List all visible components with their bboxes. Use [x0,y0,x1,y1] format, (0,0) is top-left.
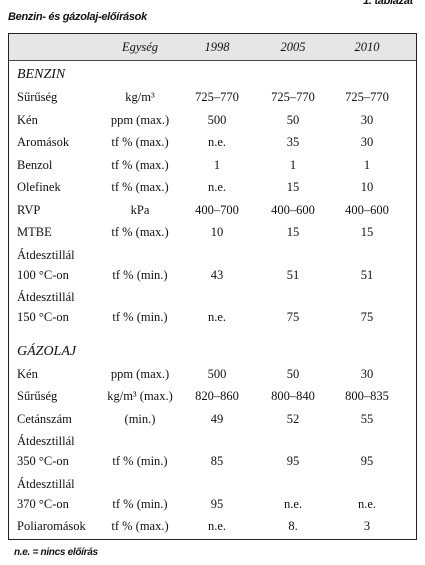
unit: kPa [130,202,150,217]
cell: 51 [286,267,300,282]
cell: 15 [360,225,374,239]
row-label: Benzol [17,157,53,172]
cell: 15 [286,180,300,194]
table-header [9,34,416,61]
unit: tf % (max.) [111,225,169,239]
cell: 30 [360,366,374,381]
row-label: 370 °C-on [17,496,69,511]
row-label: RVP [17,202,41,217]
row-label: 350 °C-on [17,454,69,468]
cell: 49 [210,411,224,426]
cell: 725–770 [345,90,389,104]
row-label: Sűrűség [17,389,58,403]
cell: n.e. [207,519,227,533]
column-header: 2010 [354,40,380,54]
cell: n.e. [207,180,227,194]
unit: tf % (min.) [112,267,168,282]
cell: 10 [360,180,374,194]
column-header: 1998 [204,40,230,54]
row-label: Sűrűség [17,90,58,104]
section-title: BENZIN [17,67,66,82]
row-label: 150 °C-on [17,310,69,324]
cell: 10 [210,225,224,239]
cell: 725–770 [271,90,315,104]
row-label: Átdesztillál [17,247,75,262]
cell: 8. [288,519,298,533]
cell: 725–770 [195,90,239,104]
unit: tf % (max.) [111,519,169,533]
cell: 500 [207,366,227,381]
section-title: GÁZOLAJ [17,343,77,359]
unit: tf % (max.) [111,180,169,194]
cell: 30 [360,112,374,127]
cell: 400–600 [345,202,389,217]
cell: 800–835 [345,389,389,403]
column-header: 2005 [280,40,306,54]
cell: 500 [207,112,227,127]
cell: n.e. [207,135,227,149]
row-label: MTBE [17,225,52,239]
unit: tf % (max.) [111,157,169,172]
column-header: Egység [121,40,159,54]
cell: 43 [210,267,224,282]
row-label: Kén [17,366,38,381]
cell: n.e. [357,496,377,511]
cell: 1 [213,157,221,172]
cell: 35 [286,135,300,149]
table [8,33,417,540]
cell: 95 [286,454,300,468]
cell: 55 [360,411,374,426]
unit: kg/m³ (max.) [107,389,173,403]
unit: tf % (min.) [112,310,168,324]
cell: 75 [360,310,374,324]
cell: 400–600 [271,202,315,217]
cell: 820–860 [195,389,239,403]
cell: 95 [210,496,224,511]
row-label: 100 °C-on [17,267,69,282]
cell: 85 [210,454,224,468]
cell: 50 [286,112,300,127]
cell: 800–840 [271,389,315,403]
row-label: Kén [17,112,38,127]
unit: ppm (max.) [110,366,170,381]
cell: 1 [363,157,371,172]
row-label: Olefinek [17,180,61,194]
row-label: Átdesztillál [17,290,75,304]
row-label: Aromások [17,135,70,149]
cell: 3 [363,519,371,533]
row-label: Poliaromások [17,519,86,533]
unit: (min.) [124,411,156,426]
table-title: Benzin- és gázolaj-előírások [8,11,147,23]
row-label: Átdesztillál [17,476,75,491]
cell: 30 [360,135,374,149]
unit: ppm (max.) [110,112,170,127]
row-label: Cetánszám [17,411,72,426]
table-number: 1. táblázat [363,0,413,7]
cell: 51 [360,267,374,282]
cell: 52 [286,411,300,426]
cell: n.e. [207,310,227,324]
footnote: n.e. = nincs előírás [14,547,98,558]
unit: kg/m³ [125,90,155,104]
cell: 95 [360,454,374,468]
cell: n.e. [283,496,303,511]
cell: 1 [289,157,297,172]
unit: tf % (min.) [112,496,168,511]
cell: 50 [286,366,300,381]
cell: 400–700 [195,202,239,217]
cell: 15 [286,225,300,239]
unit: tf % (max.) [111,135,169,149]
row-label: Átdesztillál [17,434,75,448]
cell: 75 [286,310,300,324]
unit: tf % (min.) [112,454,168,468]
